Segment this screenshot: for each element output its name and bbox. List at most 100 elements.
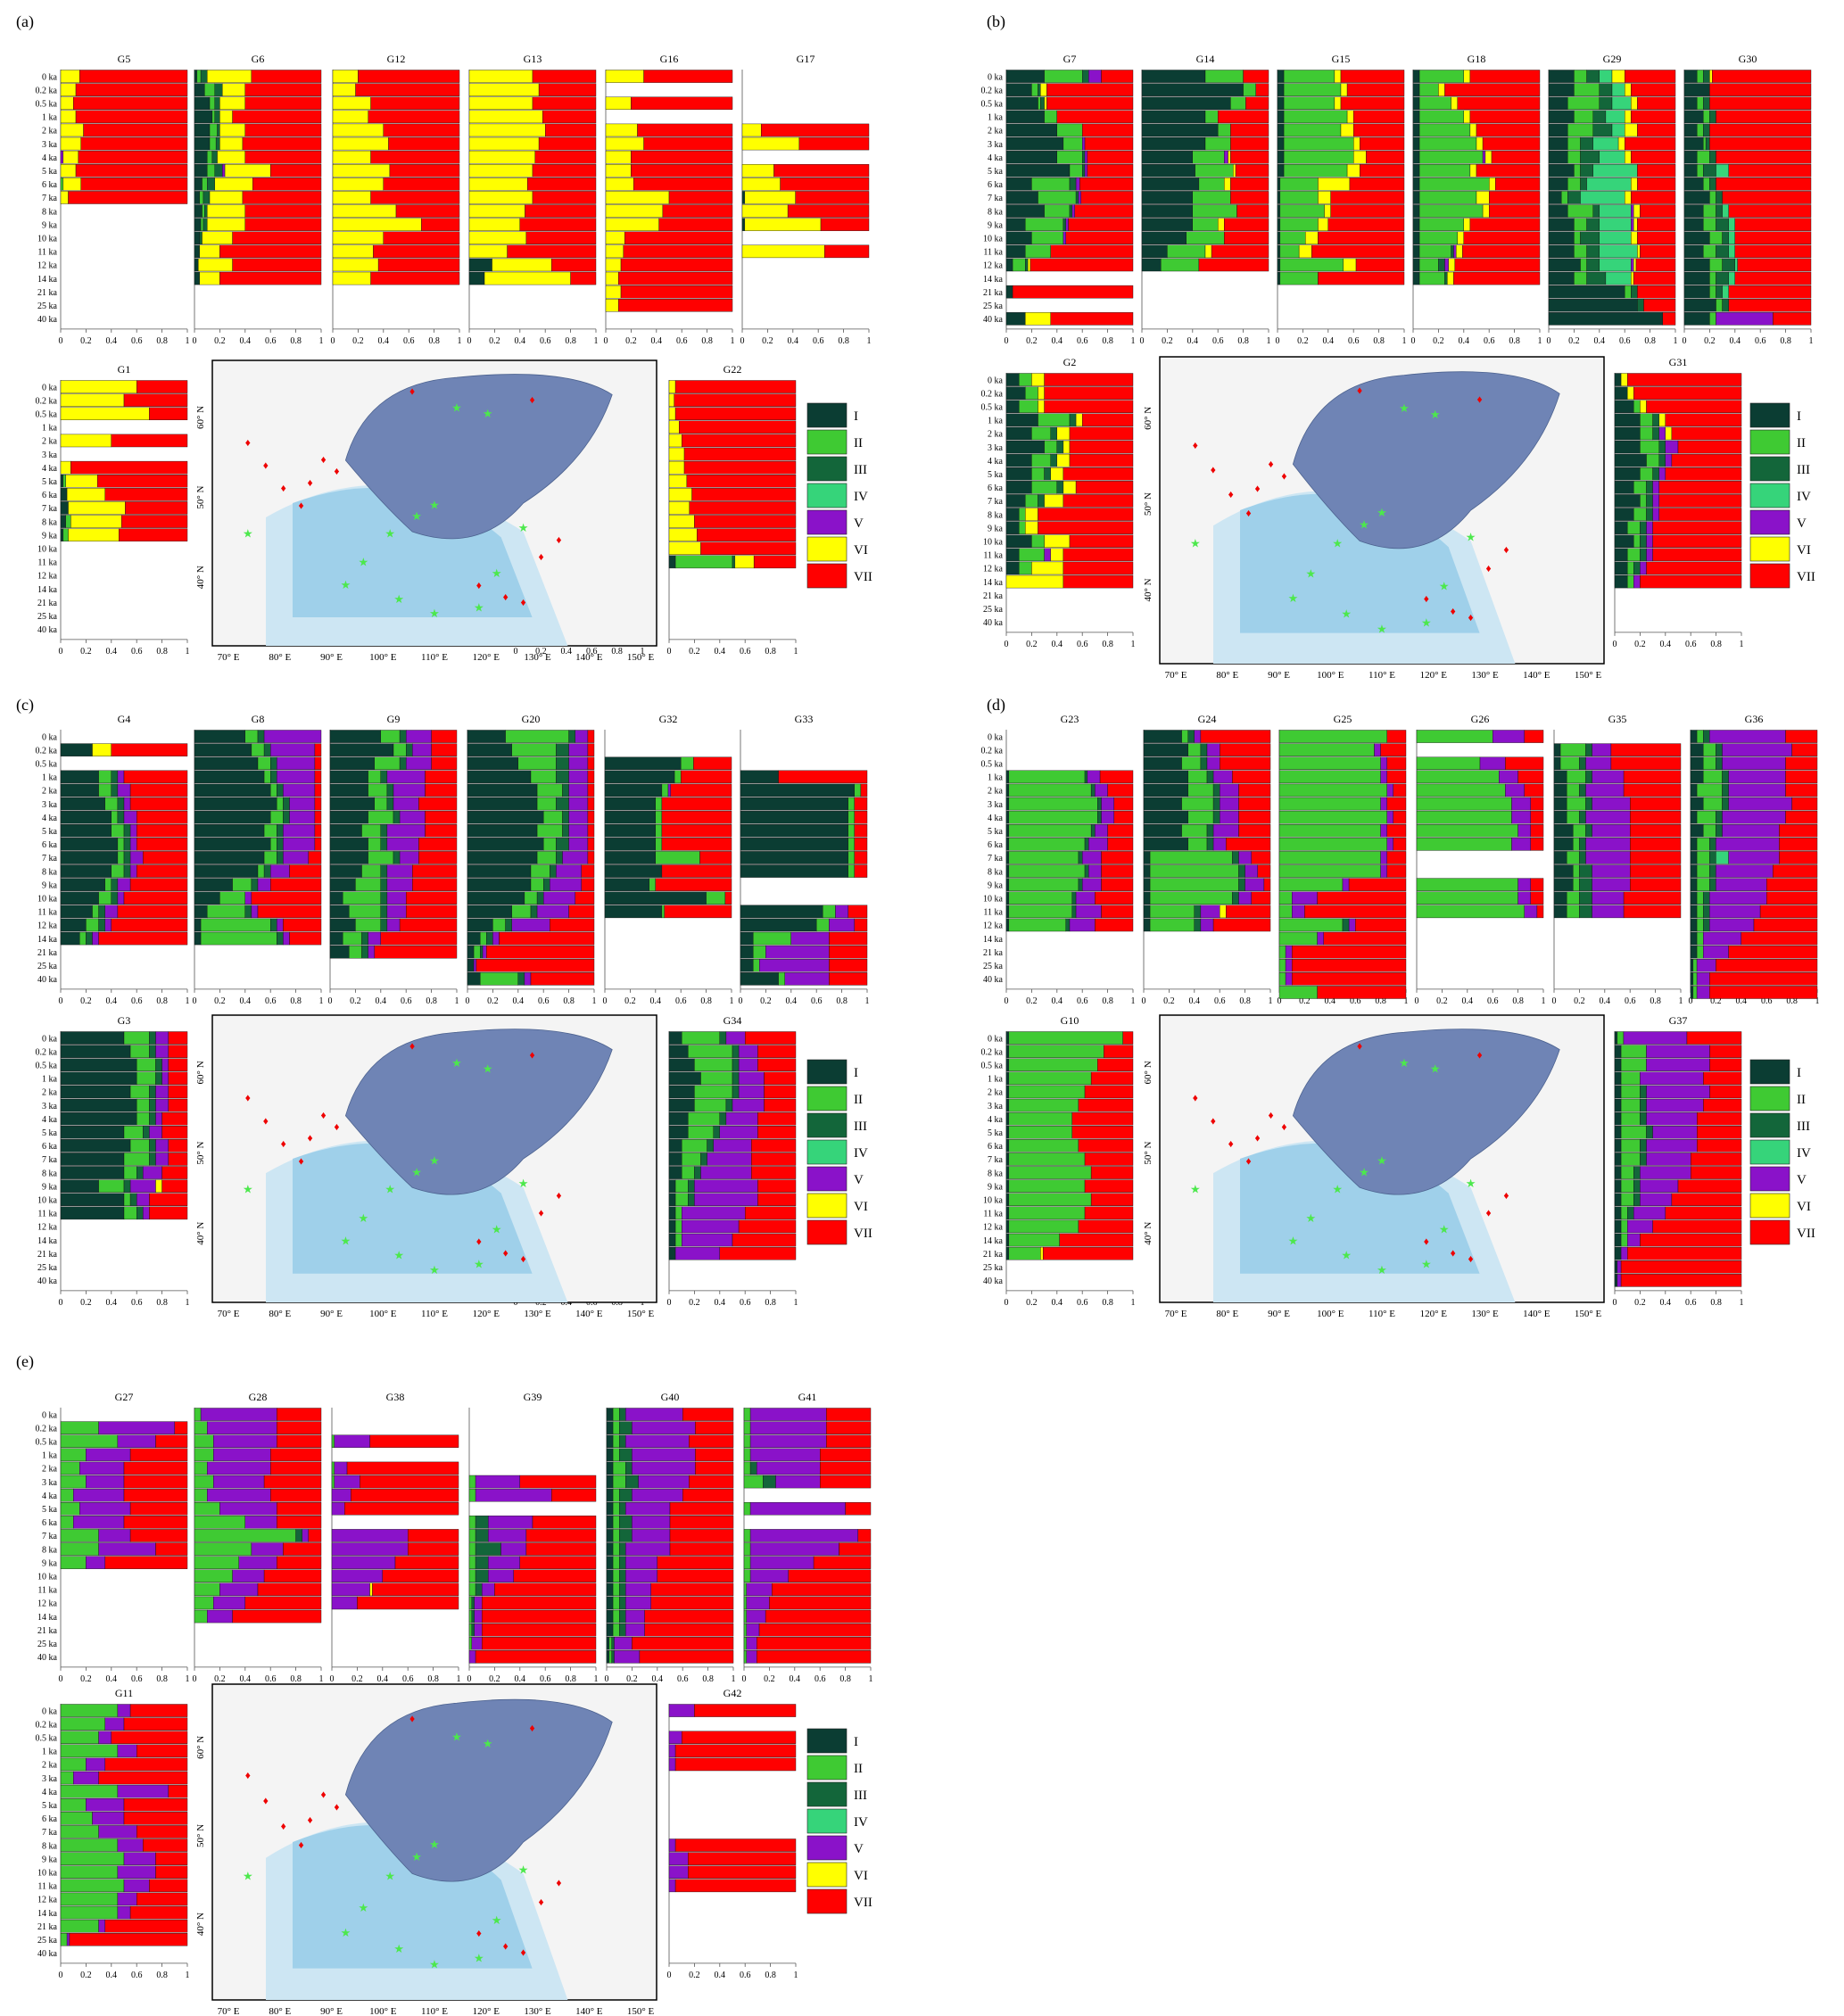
bar-segment [1285,972,1293,986]
x-tick-label: 0.8 [1710,1298,1722,1308]
x-tick-label: 1 [457,1674,461,1684]
bar-segment [361,864,381,878]
bar-segment [556,838,569,851]
group-g4: G40 0.2 0.4 0.6 0.8 10 ka0.2 ka0.5 ka1 ka2 ka… [36,713,190,1006]
bar-segment [467,743,512,756]
bar-segment [738,1045,758,1058]
bar-segment [1611,83,1625,96]
bar-segment [60,1031,125,1045]
bar-segment [743,1434,751,1448]
bar-segment [778,972,785,986]
time-label: 40 ka [37,975,58,985]
bar-segment [1728,244,1735,259]
bar-segment [556,864,583,878]
time-label: 1 ka [988,1075,1004,1085]
bar-segment [1219,810,1239,824]
bar-segment [60,743,93,756]
bar-segment [1008,1206,1086,1220]
bar-segment [694,1179,758,1193]
x-tick-label: 0.4 [1594,336,1606,346]
legend-swatch-ii [1749,429,1790,455]
time-label: 21 ka [37,948,58,958]
bar-segment [60,191,69,204]
bar-segment [1340,96,1405,110]
x-tick-label: 0 [1276,336,1280,346]
bar-segment [1204,244,1212,259]
latitude-label: 50° N [195,1141,206,1164]
longitude-label: 110° E [421,2006,448,2016]
bar-segment [1640,426,1653,441]
bar-segment [765,945,830,959]
bar-segment [1412,204,1420,218]
bar-segment [1194,905,1202,919]
bar-segment [1620,1260,1742,1274]
bar-segment [425,824,458,838]
bar-segment [1374,743,1381,756]
bar-segment [161,1111,188,1126]
bar-segment [70,515,122,528]
bar-segment [92,743,112,756]
bar-segment [1318,231,1405,245]
bar-segment [214,163,223,178]
bar-segment [604,864,663,878]
bar-segment [263,851,277,864]
x-tick-label: 0.2 [1026,336,1038,346]
bar-segment [1305,231,1319,245]
bar-segment [1709,150,1716,164]
bar-segment [369,1434,459,1448]
x-tick-label: 0.2 [625,336,637,346]
bar-segment [668,541,701,556]
bar-segment [1728,271,1735,285]
bar-segment [1008,1139,1079,1153]
x-tick-label: 0.4 [790,1674,801,1684]
legend-swatch-i [806,1059,848,1085]
bar-segment [581,864,595,878]
bar-segment [283,810,290,824]
bar-segment [686,475,797,488]
time-label: 0 ka [42,1410,58,1420]
x-tick-label: 0.2 [214,336,226,346]
bar-segment [332,204,397,218]
bar-segment [155,1045,169,1058]
legend-label: V [854,1173,864,1187]
bar-segment [1530,824,1544,838]
bar-segment [581,878,595,891]
bar-segment [674,1246,720,1260]
x-tick-label: 0.8 [563,996,575,1006]
bar-segment [1683,218,1704,231]
time-label: 2 ka [42,437,58,447]
legend-label: III [854,1789,867,1803]
bar-segment [1482,150,1486,164]
bar-segment [1629,838,1682,851]
group-title: G13 [524,53,542,65]
bar-segment [1005,191,1038,204]
bar-segment [60,136,81,151]
bar-segment [619,1448,633,1462]
bar-segment [1416,783,1506,797]
bar-segment [1716,163,1729,178]
time-label: 4 ka [988,814,1004,823]
bar-segment [1665,440,1679,454]
bar-segment [80,178,188,191]
bar-segment [1087,150,1134,164]
site-star-marker: ★ [1439,579,1450,592]
bar-segment [1728,851,1780,864]
bar-segment [1143,905,1151,919]
legend-label: VII [1797,570,1815,584]
site-star-marker: ★ [1359,518,1369,532]
x-tick-label: 0.2 [80,1971,92,1980]
x-tick-label: 1 [319,336,324,346]
bar-segment [60,1139,131,1153]
bar-segment [657,1569,734,1582]
bar-segment [244,1596,322,1610]
bar-segment [1548,96,1568,110]
time-label: 7 ka [988,1155,1004,1165]
bar-segment [1340,70,1405,83]
site-diamond-marker: ♦ [521,596,526,608]
bar-segment [619,1542,626,1556]
bar-segment [605,136,644,151]
bar-segment [368,110,460,124]
time-label: 10 ka [37,545,58,555]
